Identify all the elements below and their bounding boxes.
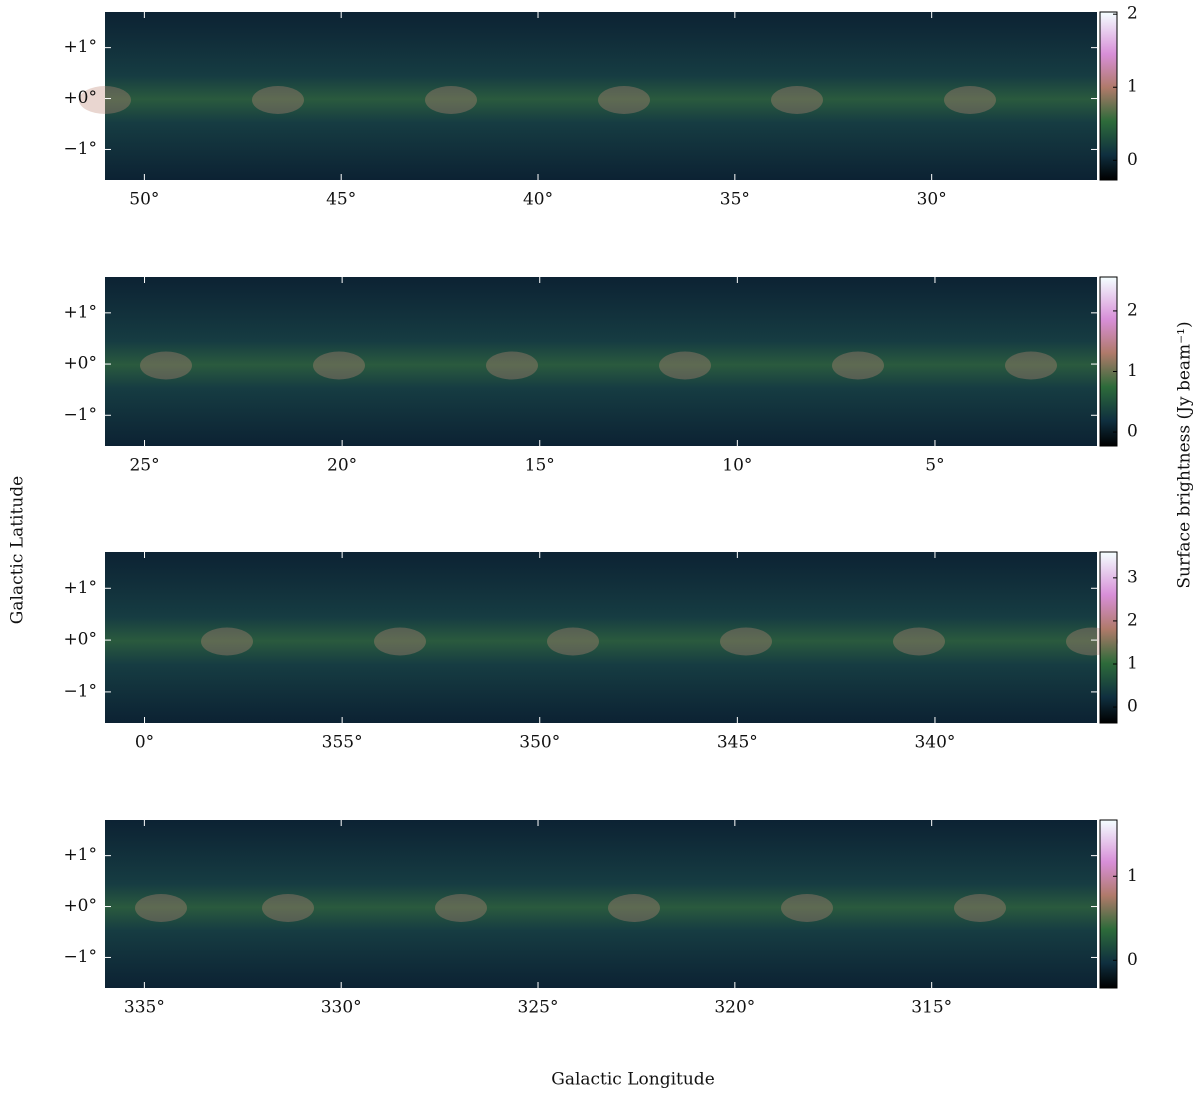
colorbar <box>1099 11 1118 181</box>
x-tick-label: 0° <box>135 733 154 753</box>
emission <box>140 351 192 380</box>
y-axis-label: Galactic Latitude <box>8 476 28 624</box>
y-tick-label: +1° <box>63 302 97 322</box>
x-tick-label: 345° <box>717 733 758 753</box>
sky-image <box>105 552 1097 723</box>
x-tick-label: 35° <box>720 190 750 210</box>
y-tick-label: +0° <box>63 896 97 916</box>
x-tick-label: 25° <box>129 456 159 476</box>
emission <box>832 351 884 380</box>
x-tick-label: 350° <box>519 733 560 753</box>
emission <box>944 86 996 114</box>
x-tick-label: 5° <box>925 456 944 476</box>
emission <box>781 894 833 922</box>
y-tick-label: +1° <box>63 578 97 598</box>
colorbar <box>1099 551 1118 724</box>
colorbar-label: Surface brightness (Jy beam⁻¹) <box>1175 321 1195 588</box>
colorbar-tick-label: 0 <box>1127 697 1138 717</box>
y-tick-label: +0° <box>63 630 97 650</box>
colorbar-tick-label: 0 <box>1127 422 1138 442</box>
x-tick-label: 10° <box>722 456 752 476</box>
colorbar-tick-label: 2 <box>1127 4 1138 24</box>
emission <box>252 86 304 114</box>
emission <box>771 86 823 114</box>
x-tick-label: 355° <box>322 733 363 753</box>
x-tick-label: 325° <box>518 998 559 1018</box>
x-tick-label: 20° <box>327 456 357 476</box>
x-tick-label: 315° <box>911 998 952 1018</box>
colorbar-tick-label: 1 <box>1127 361 1138 381</box>
sky-image <box>105 12 1097 180</box>
emission <box>893 627 945 656</box>
emission <box>954 894 1006 922</box>
y-tick-label: +1° <box>63 845 97 865</box>
x-tick-label: 40° <box>523 190 553 210</box>
y-tick-label: −1° <box>63 681 97 701</box>
sky-image <box>105 277 1097 446</box>
x-axis-label: Galactic Longitude <box>551 1070 715 1090</box>
x-tick-label: 30° <box>917 190 947 210</box>
emission <box>374 627 426 656</box>
colorbar <box>1099 276 1118 447</box>
colorbar-tick-label: 1 <box>1127 653 1138 673</box>
emission <box>201 627 253 656</box>
emission <box>313 351 365 380</box>
y-tick-label: −1° <box>63 405 97 425</box>
emission <box>720 627 772 656</box>
y-tick-label: −1° <box>63 139 97 159</box>
emission <box>425 86 477 114</box>
colorbar <box>1099 819 1118 989</box>
emission <box>262 894 314 922</box>
emission <box>608 894 660 922</box>
x-tick-label: 335° <box>124 998 165 1018</box>
emission <box>79 86 131 114</box>
x-tick-label: 50° <box>129 190 159 210</box>
emission <box>659 351 711 380</box>
x-tick-label: 45° <box>326 190 356 210</box>
y-tick-label: −1° <box>63 947 97 967</box>
x-tick-label: 330° <box>321 998 362 1018</box>
colorbar-tick-label: 0 <box>1127 950 1138 970</box>
sky-image <box>105 820 1097 988</box>
x-tick-label: 15° <box>525 456 555 476</box>
emission <box>1005 351 1057 380</box>
y-tick-label: +1° <box>63 37 97 57</box>
emission <box>435 894 487 922</box>
emission <box>486 351 538 380</box>
y-tick-label: +0° <box>63 354 97 374</box>
x-tick-label: 340° <box>914 733 955 753</box>
emission <box>135 894 187 922</box>
x-tick-label: 320° <box>714 998 755 1018</box>
emission <box>598 86 650 114</box>
colorbar-tick-label: 2 <box>1127 610 1138 630</box>
colorbar-tick-label: 3 <box>1127 567 1138 587</box>
y-tick-label: +0° <box>63 88 97 108</box>
colorbar-tick-label: 0 <box>1127 150 1138 170</box>
colorbar-tick-label: 1 <box>1127 866 1138 886</box>
colorbar-tick-label: 1 <box>1127 77 1138 97</box>
colorbar-tick-label: 2 <box>1127 300 1138 320</box>
emission <box>547 627 599 656</box>
